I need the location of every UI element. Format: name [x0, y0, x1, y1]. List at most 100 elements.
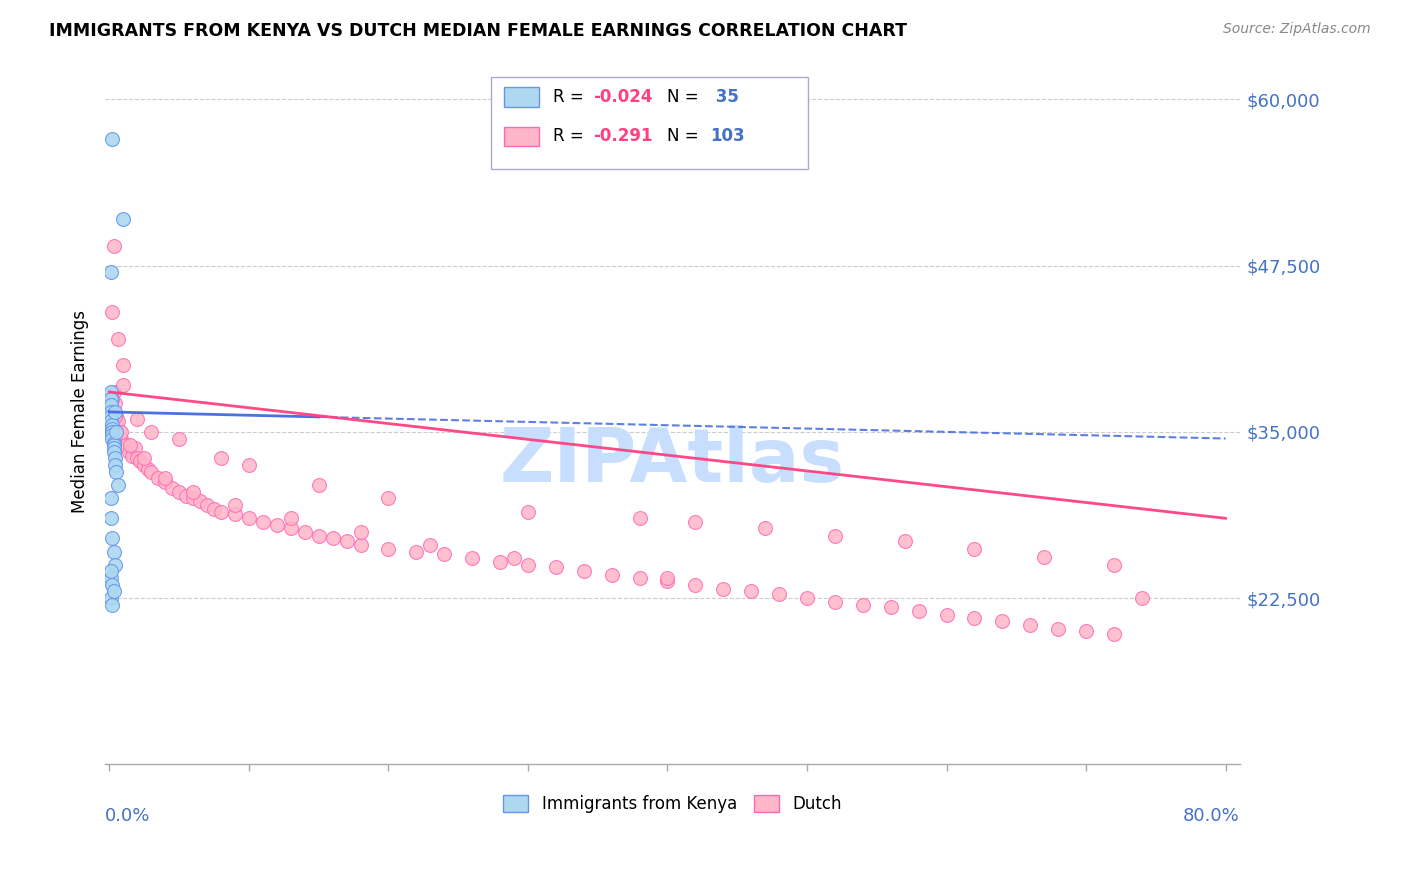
Point [155, 471, 177, 485]
Point [209, 505, 232, 519]
Point [100, 571, 122, 585]
Point [134, 451, 156, 466]
Point [433, 547, 456, 561]
Text: ZIPAtlas: ZIPAtlas [499, 425, 845, 498]
Point [907, 604, 929, 618]
Point [991, 614, 1014, 628]
Point [103, 238, 125, 252]
Point [104, 451, 127, 466]
Point [100, 392, 122, 406]
Point [224, 498, 246, 512]
Point [167, 484, 190, 499]
Point [754, 520, 776, 534]
Point [127, 451, 149, 466]
Point [100, 491, 122, 506]
Point [104, 409, 127, 423]
Point [489, 555, 512, 569]
Text: 103: 103 [710, 128, 744, 145]
Point [103, 584, 125, 599]
Point [419, 538, 441, 552]
FancyBboxPatch shape [491, 78, 808, 169]
Point [209, 451, 232, 466]
Point [129, 454, 152, 468]
Point [181, 484, 204, 499]
Point [572, 565, 595, 579]
Text: R =: R = [553, 128, 589, 145]
Point [104, 411, 127, 425]
Point [127, 411, 149, 425]
Point [103, 438, 125, 452]
Point [349, 524, 371, 539]
Point [1074, 624, 1097, 639]
Point [517, 558, 540, 572]
Point [824, 595, 846, 609]
Point [600, 568, 623, 582]
Text: R =: R = [553, 88, 589, 106]
Point [768, 587, 790, 601]
Point [1130, 591, 1153, 605]
Point [181, 491, 204, 506]
Point [100, 565, 122, 579]
Point [108, 425, 131, 439]
Point [101, 422, 124, 436]
Point [1047, 622, 1070, 636]
Point [893, 533, 915, 548]
Point [101, 425, 124, 439]
Point [544, 560, 567, 574]
Point [160, 481, 183, 495]
Point [105, 465, 128, 479]
Point [103, 544, 125, 558]
Point [238, 458, 260, 472]
Point [104, 405, 127, 419]
Point [100, 591, 122, 605]
Point [1102, 627, 1125, 641]
Point [461, 551, 484, 566]
Point [124, 441, 146, 455]
Point [103, 405, 125, 419]
Point [1019, 617, 1042, 632]
Point [294, 524, 316, 539]
Point [266, 518, 288, 533]
Point [100, 511, 122, 525]
Point [100, 398, 122, 412]
Point [101, 418, 124, 433]
Text: 0.0%: 0.0% [105, 806, 150, 824]
Point [105, 425, 128, 439]
Point [349, 538, 371, 552]
Point [685, 516, 707, 530]
Point [103, 441, 125, 455]
Point [107, 478, 129, 492]
Point [377, 541, 399, 556]
Point [148, 471, 170, 485]
Point [100, 265, 122, 279]
Point [104, 558, 127, 572]
Point [105, 409, 128, 423]
Point [112, 359, 135, 373]
Point [1102, 558, 1125, 572]
Point [100, 398, 122, 412]
Point [107, 332, 129, 346]
Point [880, 600, 903, 615]
Point [101, 578, 124, 592]
Point [105, 418, 128, 433]
Point [711, 582, 734, 596]
Point [120, 438, 142, 452]
Point [202, 502, 225, 516]
Point [141, 425, 163, 439]
Point [796, 591, 818, 605]
Point [103, 445, 125, 459]
Point [935, 608, 957, 623]
Point [155, 475, 177, 490]
Point [100, 405, 122, 419]
FancyBboxPatch shape [505, 87, 538, 107]
Point [134, 458, 156, 472]
Point [103, 384, 125, 399]
Point [121, 449, 143, 463]
Point [657, 571, 679, 585]
Point [852, 598, 875, 612]
Point [101, 392, 124, 406]
Legend: Immigrants from Kenya, Dutch: Immigrants from Kenya, Dutch [496, 788, 848, 820]
Point [252, 516, 274, 530]
Point [824, 528, 846, 542]
Point [112, 378, 135, 392]
